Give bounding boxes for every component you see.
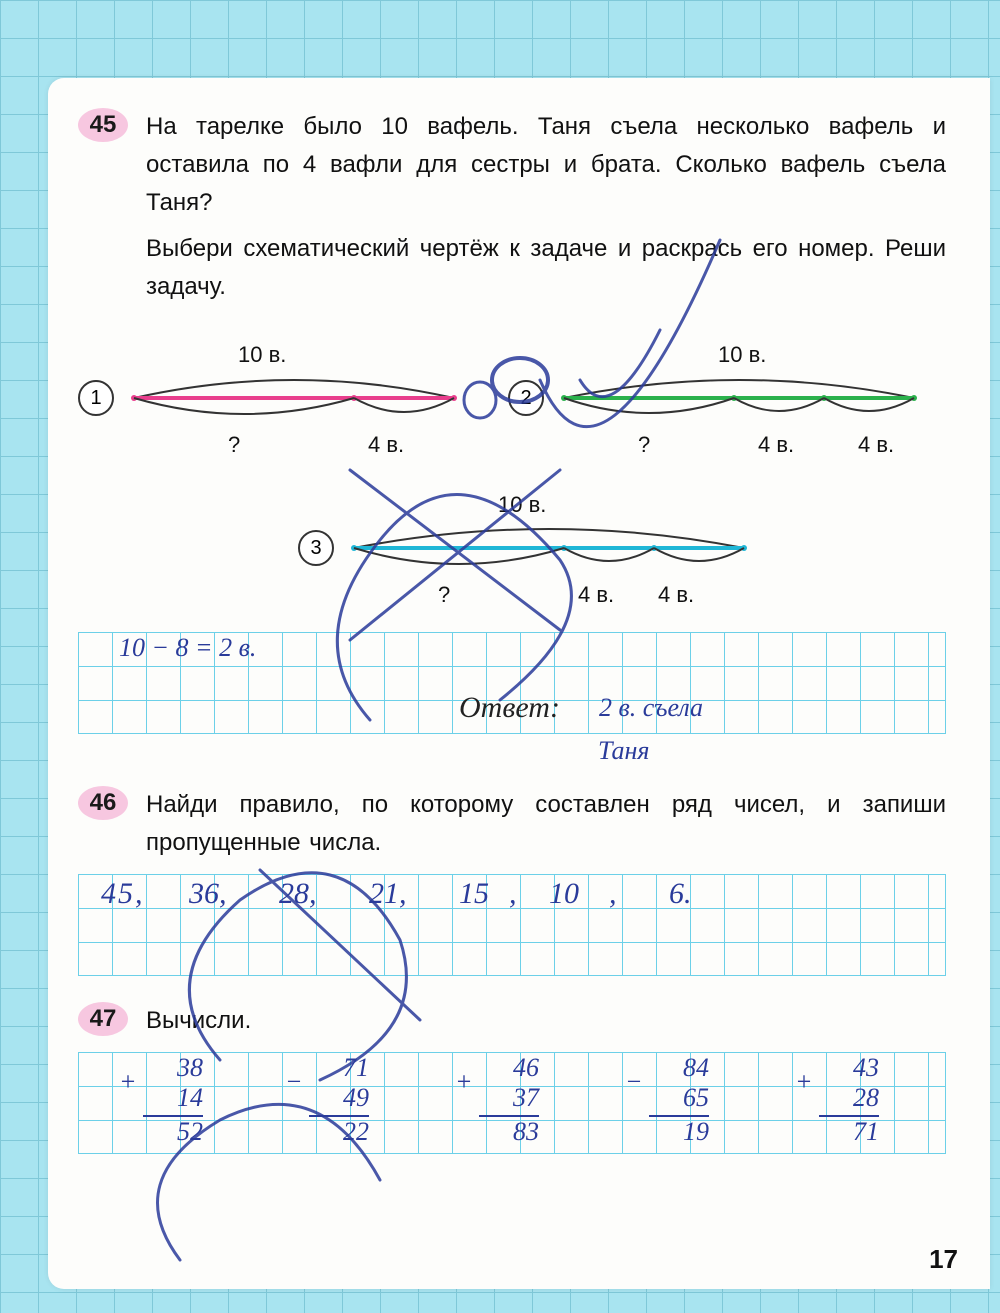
task-47-text: Вычисли. (146, 1002, 946, 1040)
task-47-grid: + 38 14 52 − 71 49 22 + 46 37 83 − (78, 1052, 946, 1154)
calc-a-2: 46 (479, 1053, 539, 1083)
calc-sign-3: − (625, 1067, 643, 1097)
calc-a-1: 71 (309, 1053, 369, 1083)
calc-sign-1: − (285, 1067, 303, 1097)
diagram3-seg2: 4 в. (578, 582, 614, 608)
workbook-page: 45 На тарелке было 10 вафель. Таня съела… (48, 78, 990, 1289)
task-45-work-grid: 10 − 8 = 2 в. Ответ: 2 в. съела (78, 632, 946, 734)
diagram-1-svg (124, 368, 464, 438)
calc-col-3: − 84 65 19 (649, 1053, 709, 1147)
calc-a-4: 43 (819, 1053, 879, 1083)
calc-r-1: 22 (309, 1117, 369, 1147)
task-46-badge: 46 (78, 786, 128, 820)
task-47-badge: 47 (78, 1002, 128, 1036)
diagram3-seg1: ? (438, 582, 450, 608)
diagram1-seg2: 4 в. (368, 432, 404, 458)
diagram-option-1[interactable]: 1 (78, 380, 114, 416)
seq-1: 36, (189, 877, 227, 911)
calc-sign-0: + (119, 1067, 137, 1097)
calc-b-4: 28 (819, 1083, 879, 1113)
calc-sign-4: + (795, 1067, 813, 1097)
diagram2-seg2: 4 в. (758, 432, 794, 458)
task-45-para2: Выбери схематический чертёж к задаче и р… (146, 230, 946, 306)
task-45-answer-label: Ответ: (459, 691, 560, 725)
task-46-text: Найди правило, по которому составлен ряд… (146, 786, 946, 862)
seq-2: 28, (279, 877, 317, 911)
task-47-para: Вычисли. (146, 1002, 946, 1040)
diagram-option-2[interactable]: 2 (508, 380, 544, 416)
task-47: 47 Вычисли. + 38 14 52 − 71 49 22 + 46 (78, 1002, 946, 1154)
diagram-option-3[interactable]: 3 (298, 530, 334, 566)
calc-r-4: 71 (819, 1117, 879, 1147)
task-45-answer-value: 2 в. съела (599, 693, 703, 723)
calc-col-0: + 38 14 52 (143, 1053, 203, 1147)
task-45-text: На тарелке было 10 вафель. Таня съела не… (146, 108, 946, 306)
calc-b-0: 14 (143, 1083, 203, 1113)
calc-col-2: + 46 37 83 (479, 1053, 539, 1147)
diagram2-seg1: ? (638, 432, 650, 458)
calc-sign-2: + (455, 1067, 473, 1097)
calc-a-3: 84 (649, 1053, 709, 1083)
task-45: 45 На тарелке было 10 вафель. Таня съела… (78, 108, 946, 764)
calc-b-3: 65 (649, 1083, 709, 1113)
seq-w0: 15 (459, 877, 489, 911)
seq-3: 21, (369, 877, 407, 911)
diagram3-top-label: 10 в. (498, 492, 546, 518)
diagram3-seg3: 4 в. (658, 582, 694, 608)
task-46-grid: 45, 36, 28, 21, 15 , 10 , 6. (78, 874, 946, 976)
diagram2-seg3: 4 в. (858, 432, 894, 458)
seq-last: 6. (669, 877, 692, 911)
task-45-answer-extra: Таня (598, 736, 650, 766)
seq-0: 45, (101, 877, 145, 911)
task-46: 46 Найди правило, по которому составлен … (78, 786, 946, 976)
task-45-badge: 45 (78, 108, 128, 142)
seq-w3: , (609, 877, 617, 911)
calc-r-2: 83 (479, 1117, 539, 1147)
task-45-diagrams: 1 10 в. ? 4 в. 2 10 в. (78, 324, 946, 624)
seq-w1: , (509, 877, 517, 911)
calc-b-1: 49 (309, 1083, 369, 1113)
seq-w2: 10 (549, 877, 579, 911)
calc-b-2: 37 (479, 1083, 539, 1113)
task-46-para: Найди правило, по которому составлен ряд… (146, 786, 946, 862)
task-45-para1: На тарелке было 10 вафель. Таня съела не… (146, 108, 946, 222)
task-45-equation: 10 − 8 = 2 в. (119, 633, 256, 663)
calc-r-0: 52 (143, 1117, 203, 1147)
calc-a-0: 38 (143, 1053, 203, 1083)
diagram-2-svg (554, 368, 934, 438)
diagram1-seg1: ? (228, 432, 240, 458)
calc-r-3: 19 (649, 1117, 709, 1147)
diagram-3-svg (344, 518, 764, 588)
diagram1-top-label: 10 в. (238, 342, 286, 368)
page-number: 17 (929, 1244, 958, 1275)
calc-col-4: + 43 28 71 (819, 1053, 879, 1147)
diagram2-top-label: 10 в. (718, 342, 766, 368)
calc-col-1: − 71 49 22 (309, 1053, 369, 1147)
